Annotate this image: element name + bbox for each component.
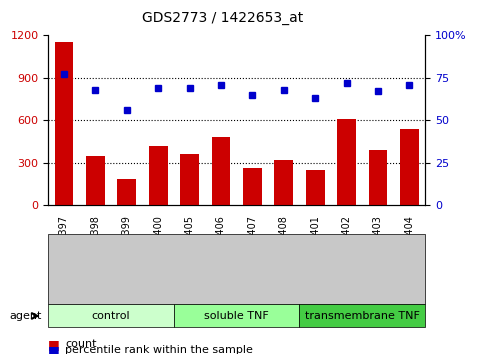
Bar: [117, 179, 136, 205]
Bar: [174, 304, 299, 327]
Bar: [86, 156, 105, 205]
Bar: [400, 129, 419, 205]
Bar: [306, 170, 325, 205]
Bar: [180, 154, 199, 205]
Text: ■: ■: [48, 338, 60, 350]
Bar: [48, 304, 174, 327]
Bar: [369, 150, 387, 205]
Text: count: count: [65, 339, 97, 349]
Text: transmembrane TNF: transmembrane TNF: [305, 311, 420, 321]
Text: ■: ■: [48, 344, 60, 354]
Bar: [149, 146, 168, 205]
Text: agent: agent: [10, 311, 42, 321]
Text: GDS2773 / 1422653_at: GDS2773 / 1422653_at: [142, 11, 303, 25]
Bar: [337, 119, 356, 205]
Bar: [48, 234, 425, 304]
Text: soluble TNF: soluble TNF: [204, 311, 269, 321]
Bar: [243, 168, 262, 205]
Bar: [274, 160, 293, 205]
Bar: [55, 42, 73, 205]
Text: control: control: [92, 311, 130, 321]
Bar: [212, 137, 230, 205]
Bar: [299, 304, 425, 327]
Text: percentile rank within the sample: percentile rank within the sample: [65, 346, 253, 354]
